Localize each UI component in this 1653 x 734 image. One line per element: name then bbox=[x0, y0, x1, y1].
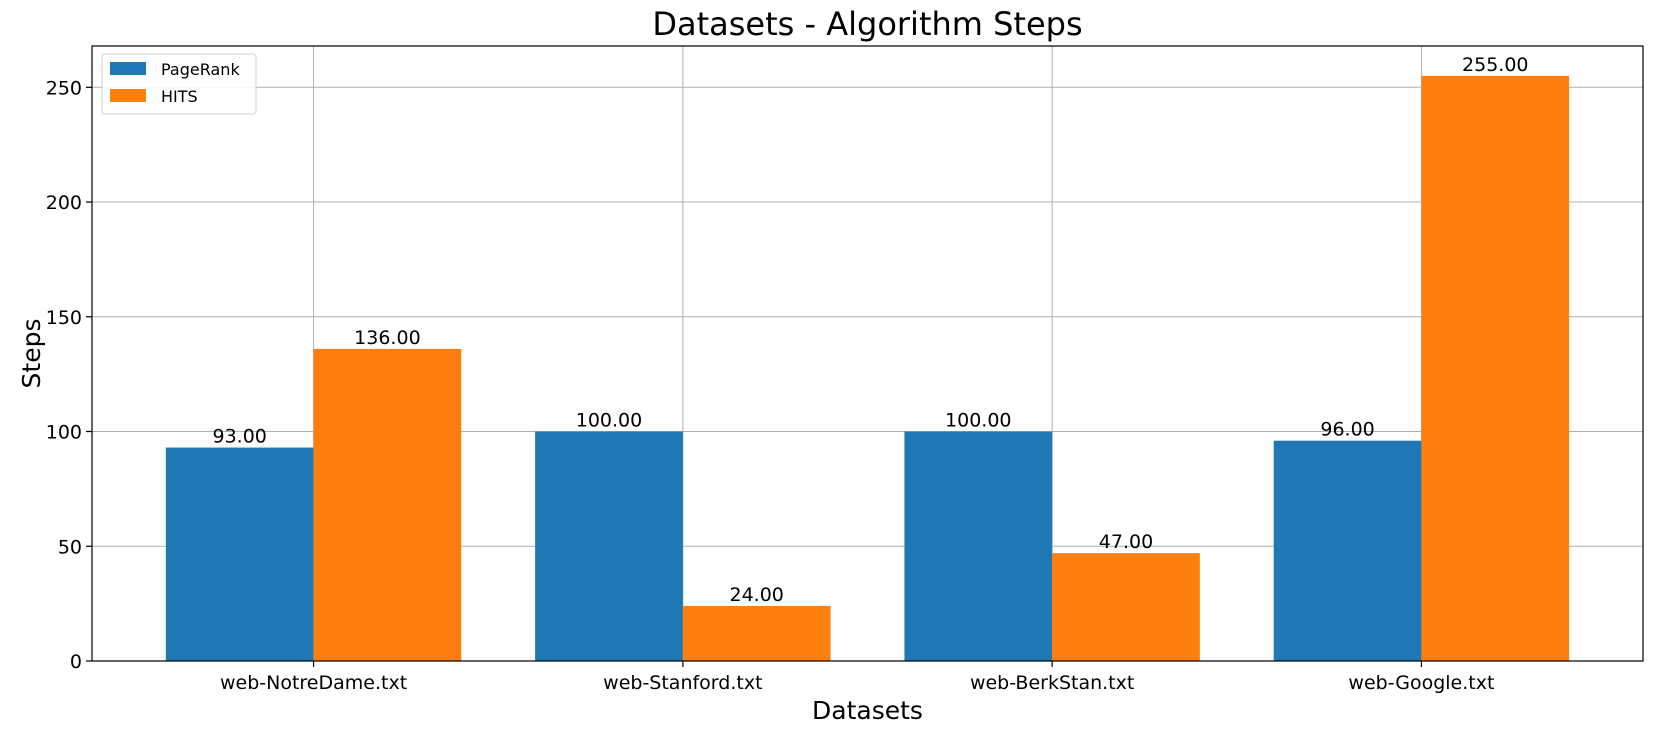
data-labels: 93.00 100.00 100.00 96.00 136.00 24.00 47.00 25… bbox=[213, 54, 1529, 606]
y-tick-label: 50 bbox=[58, 536, 82, 558]
bar-value-label: 96.00 bbox=[1320, 419, 1374, 441]
legend-label: PageRank bbox=[161, 60, 240, 79]
bar-hits bbox=[1421, 75, 1570, 661]
bar-value-label: 24.00 bbox=[730, 584, 784, 606]
chart-title: Datasets - Algorithm Steps bbox=[652, 5, 1082, 43]
legend-swatch bbox=[110, 62, 146, 75]
y-tick-label: 150 bbox=[46, 307, 82, 329]
bar-pagerank bbox=[535, 431, 683, 661]
y-tick-label: 200 bbox=[46, 192, 82, 214]
plot-frame bbox=[91, 45, 1644, 662]
x-tick-label: web-Google.txt bbox=[1348, 672, 1494, 694]
x-tick-label: web-NotreDame.txt bbox=[220, 672, 407, 694]
bar-hits bbox=[682, 605, 831, 661]
y-axis-label: Steps bbox=[17, 319, 46, 389]
bars bbox=[165, 75, 1570, 661]
bar-pagerank bbox=[904, 431, 1053, 661]
bar-pagerank bbox=[1273, 440, 1422, 661]
bar-pagerank bbox=[165, 447, 314, 661]
x-tick-label: web-BerkStan.txt bbox=[970, 672, 1134, 694]
legend-label: HITS bbox=[161, 87, 198, 106]
bar-value-label: 100.00 bbox=[945, 410, 1011, 432]
bar-hits bbox=[1052, 553, 1200, 661]
bar-value-label: 136.00 bbox=[354, 327, 420, 349]
y-tick-label: 0 bbox=[70, 651, 82, 673]
axis-ticks: 0 50 100 150 200 250 web-NotreDame.txt web-Stan… bbox=[46, 77, 1495, 694]
bar-hits bbox=[313, 348, 462, 661]
x-axis-label: Datasets bbox=[812, 696, 923, 725]
bar-value-label: 47.00 bbox=[1099, 531, 1153, 553]
legend: PageRank HITS bbox=[101, 53, 257, 115]
bar-value-label: 255.00 bbox=[1462, 54, 1528, 76]
y-tick-label: 250 bbox=[46, 77, 82, 99]
x-tick-label: web-Stanford.txt bbox=[603, 672, 762, 694]
bar-value-label: 93.00 bbox=[213, 426, 267, 448]
y-tick-label: 100 bbox=[46, 422, 82, 444]
legend-swatch bbox=[110, 89, 146, 102]
bar-value-label: 100.00 bbox=[576, 410, 642, 432]
